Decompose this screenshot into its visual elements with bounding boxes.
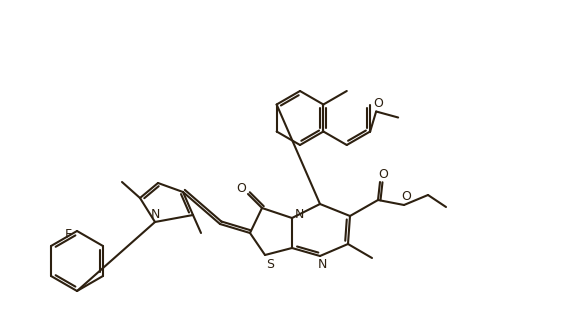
Text: O: O	[378, 168, 388, 181]
Text: S: S	[266, 258, 274, 270]
Text: F: F	[64, 228, 72, 242]
Text: N: N	[318, 259, 327, 271]
Text: O: O	[236, 182, 246, 196]
Text: O: O	[401, 190, 411, 203]
Text: N: N	[151, 209, 160, 221]
Text: N: N	[294, 208, 303, 220]
Text: O: O	[373, 97, 383, 110]
